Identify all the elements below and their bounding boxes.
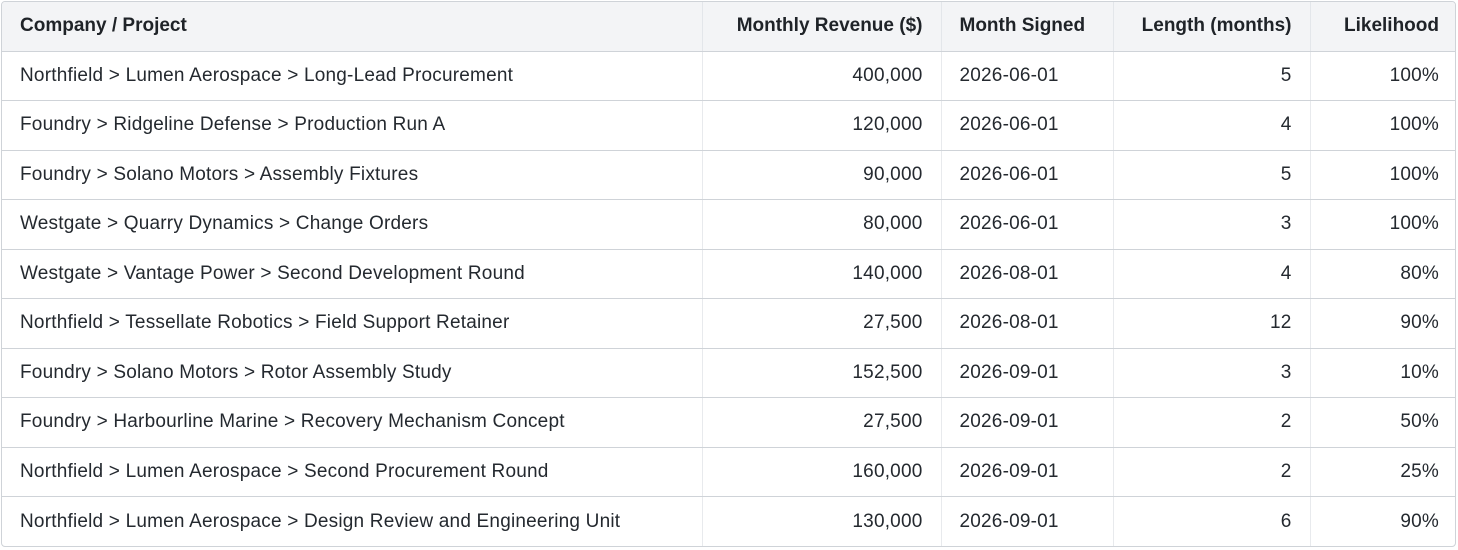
table-row[interactable]: Westgate > Vantage Power > Second Develo… bbox=[2, 249, 1455, 299]
cell-company-project: Foundry > Ridgeline Defense > Production… bbox=[2, 100, 703, 151]
cell-monthly-revenue: 120,000 bbox=[702, 100, 942, 151]
cell-month-signed: 2026-06-01 bbox=[941, 150, 1114, 200]
table-row[interactable]: Foundry > Solano Motors > Assembly Fixtu… bbox=[2, 150, 1455, 200]
cell-company-project: Foundry > Solano Motors > Assembly Fixtu… bbox=[2, 150, 703, 200]
cell-likelihood: 100% bbox=[1310, 100, 1455, 151]
table-row[interactable]: Northfield > Lumen Aerospace > Long-Lead… bbox=[2, 51, 1455, 101]
cell-month-signed: 2026-08-01 bbox=[941, 298, 1114, 349]
cell-likelihood: 100% bbox=[1310, 199, 1455, 250]
cell-length: 12 bbox=[1113, 298, 1311, 349]
cell-month-signed: 2026-08-01 bbox=[941, 249, 1114, 299]
cell-company-project: Westgate > Quarry Dynamics > Change Orde… bbox=[2, 199, 703, 250]
column-header-length[interactable]: Length (months) bbox=[1113, 2, 1311, 52]
table-row[interactable]: Foundry > Solano Motors > Rotor Assembly… bbox=[2, 348, 1455, 398]
cell-likelihood: 50% bbox=[1310, 397, 1455, 448]
cell-company-project: Northfield > Tessellate Robotics > Field… bbox=[2, 298, 703, 349]
cell-length: 4 bbox=[1113, 249, 1311, 299]
cell-month-signed: 2026-06-01 bbox=[941, 100, 1114, 151]
cell-company-project: Northfield > Lumen Aerospace > Second Pr… bbox=[2, 447, 703, 497]
cell-monthly-revenue: 27,500 bbox=[702, 298, 942, 349]
cell-company-project: Foundry > Solano Motors > Rotor Assembly… bbox=[2, 348, 703, 398]
cell-length: 3 bbox=[1113, 348, 1311, 398]
cell-length: 2 bbox=[1113, 397, 1311, 448]
cell-length: 5 bbox=[1113, 51, 1311, 101]
column-header-company-project[interactable]: Company / Project bbox=[2, 2, 703, 52]
cell-likelihood: 100% bbox=[1310, 51, 1455, 101]
cell-monthly-revenue: 400,000 bbox=[702, 51, 942, 101]
cell-likelihood: 80% bbox=[1310, 249, 1455, 299]
cell-length: 3 bbox=[1113, 199, 1311, 250]
cell-month-signed: 2026-09-01 bbox=[941, 348, 1114, 398]
cell-likelihood: 90% bbox=[1400, 510, 1439, 532]
cell-monthly-revenue: 160,000 bbox=[702, 447, 942, 497]
cell-likelihood: 10% bbox=[1310, 348, 1455, 398]
cell-length: 6 bbox=[1113, 496, 1311, 546]
cell-monthly-revenue: 140,000 bbox=[702, 249, 942, 299]
cell-company-project: Northfield > Lumen Aerospace > Long-Lead… bbox=[2, 51, 703, 101]
cell-monthly-revenue: 80,000 bbox=[702, 199, 942, 250]
table-row[interactable]: Northfield > Tessellate Robotics > Field… bbox=[2, 298, 1455, 349]
cell-monthly-revenue: 152,500 bbox=[702, 348, 942, 398]
table-row[interactable]: Northfield > Lumen Aerospace > Second Pr… bbox=[2, 447, 1455, 497]
cell-likelihood: 25% bbox=[1310, 447, 1455, 497]
cell-length: 4 bbox=[1113, 100, 1311, 151]
cell-month-signed: 2026-06-01 bbox=[941, 199, 1114, 250]
cell-likelihood: 90% bbox=[1310, 298, 1455, 349]
cell-likelihood: 100% bbox=[1310, 150, 1455, 200]
column-header-month-signed[interactable]: Month Signed bbox=[941, 2, 1114, 52]
table-row[interactable]: Foundry > Ridgeline Defense > Production… bbox=[2, 100, 1455, 151]
cell-month-signed: 2026-06-01 bbox=[941, 51, 1114, 101]
cell-monthly-revenue: 90,000 bbox=[702, 150, 942, 200]
cell-company-project: Westgate > Vantage Power > Second Develo… bbox=[2, 249, 703, 299]
table-header: Company / Project Monthly Revenue ($) Mo… bbox=[2, 2, 1455, 52]
cell-length: 5 bbox=[1113, 150, 1311, 200]
cell-monthly-revenue: 27,500 bbox=[702, 397, 942, 448]
table-body: Northfield > Lumen Aerospace > Long-Lead… bbox=[2, 51, 1455, 546]
column-header-likelihood[interactable]: Likelihood bbox=[1310, 2, 1455, 52]
cell-company-project: Northfield > Lumen Aerospace > Design Re… bbox=[2, 496, 703, 546]
column-header-monthly-revenue[interactable]: Monthly Revenue ($) bbox=[702, 2, 942, 52]
cell-month-signed: 2026-09-01 bbox=[941, 496, 1114, 546]
cell-month-signed: 2026-09-01 bbox=[941, 397, 1114, 448]
table-row[interactable]: Westgate > Quarry Dynamics > Change Orde… bbox=[2, 199, 1455, 250]
cell-month-signed: 2026-09-01 bbox=[941, 447, 1114, 497]
cell-monthly-revenue: 130,000 bbox=[702, 496, 942, 546]
table-row[interactable]: Northfield > Lumen Aerospace > Design Re… bbox=[2, 496, 1455, 546]
table-row[interactable]: Foundry > Harbourline Marine > Recovery … bbox=[2, 397, 1455, 448]
header-row: Company / Project Monthly Revenue ($) Mo… bbox=[2, 2, 1455, 52]
cell-company-project: Foundry > Harbourline Marine > Recovery … bbox=[2, 397, 703, 448]
cell-length: 2 bbox=[1113, 447, 1311, 497]
